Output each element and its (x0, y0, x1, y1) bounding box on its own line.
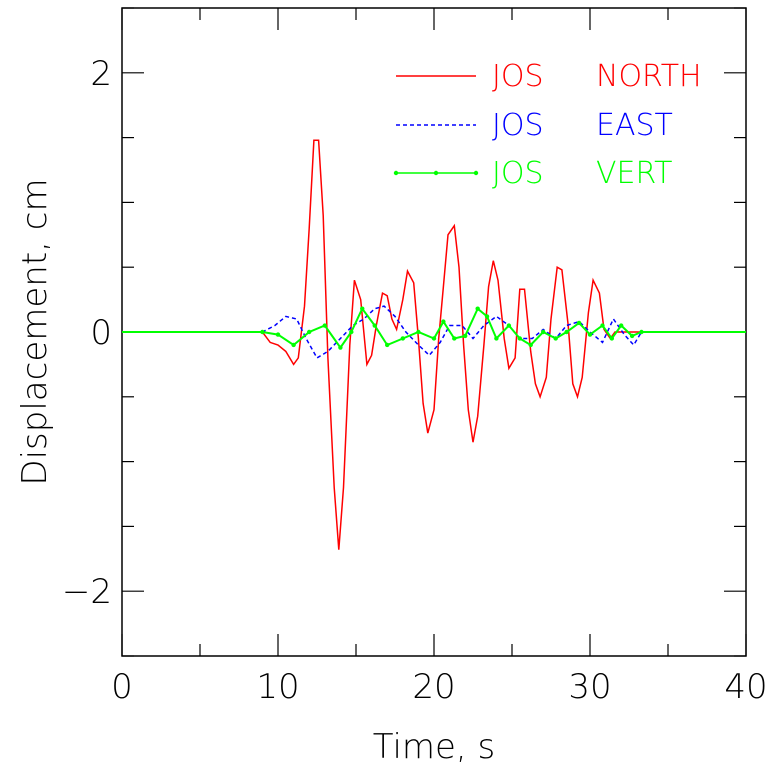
series-point-vert (553, 336, 558, 341)
series-point-vert (541, 329, 546, 335)
series-line-east (122, 305, 746, 359)
legend-component-label: EAST (596, 108, 673, 143)
series-point-vert (528, 342, 533, 348)
series-point-vert (564, 329, 569, 335)
legend-marker (393, 170, 399, 176)
series-point-vert (629, 333, 635, 339)
series-point-vert (609, 336, 615, 341)
y-axis-title: Displacement, cm (15, 178, 55, 485)
series-point-vert (506, 323, 512, 328)
tick-labels: 0 10 20 30 40 −2 0 2 (62, 54, 768, 707)
x-tick-label: 30 (568, 667, 611, 707)
x-tick-label: 20 (412, 667, 455, 707)
series-point-vert (349, 329, 354, 335)
series-point-vert (600, 323, 605, 328)
series-point-vert (260, 329, 265, 335)
series-point-vert (441, 319, 446, 324)
series-point-vert (431, 336, 437, 341)
series-point-vert (494, 336, 499, 341)
y-tick-label: 2 (90, 54, 112, 94)
x-axis-title: Time, s (373, 727, 496, 767)
series-point-vert (587, 332, 593, 337)
legend-marker (433, 170, 439, 176)
series-line-north (122, 139, 746, 550)
series-layer (122, 139, 746, 550)
series-point-vert (463, 333, 468, 339)
series-point-vert (338, 345, 343, 350)
legend-station-label: JOS (492, 108, 544, 143)
series-point-vert (322, 323, 327, 328)
series-point-vert (416, 329, 421, 335)
legend-component-label: VERT (596, 156, 672, 191)
series-point-vert (475, 306, 480, 311)
x-tick-label: 40 (724, 667, 767, 707)
series-point-vert (291, 342, 296, 348)
series-line-vert (122, 306, 746, 350)
axis-ticks (121, 7, 747, 657)
legend-component-label: NORTH (596, 59, 702, 94)
series-point-vert (385, 342, 390, 348)
x-tick-label: 0 (111, 667, 133, 707)
legend-marker (473, 170, 479, 176)
series-point-vert (360, 306, 365, 311)
y-tick-label: 0 (90, 313, 112, 353)
legend-station-label: JOS (492, 59, 544, 94)
series-point-vert (400, 336, 405, 341)
legend: JOS NORTH JOS EAST JOS VERT (393, 59, 702, 191)
series-point-vert (275, 332, 281, 337)
y-tick-label: −2 (62, 572, 112, 612)
series-point-vert (307, 329, 312, 335)
x-tick-label: 10 (256, 667, 299, 707)
legend-station-label: JOS (492, 156, 544, 191)
series-point-vert (517, 336, 522, 341)
series-point-vert (484, 314, 490, 319)
series-point-vert (639, 329, 644, 335)
series-point-vert (372, 323, 377, 328)
series-point-vert (452, 336, 457, 341)
series-point-vert (619, 323, 624, 328)
series-point-vert (576, 320, 582, 326)
